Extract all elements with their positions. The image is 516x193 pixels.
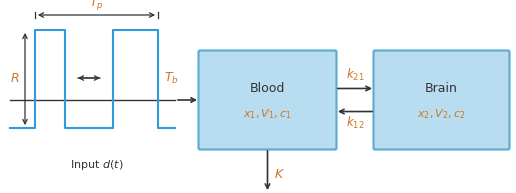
Text: $k_{12}$: $k_{12}$ (346, 114, 364, 131)
Text: $K$: $K$ (273, 168, 284, 181)
Text: $T_p$: $T_p$ (89, 0, 104, 12)
Text: Input $d(t)$: Input $d(t)$ (70, 158, 123, 172)
Text: $x_2, V_2, c_2$: $x_2, V_2, c_2$ (417, 108, 466, 121)
Text: $T_b$: $T_b$ (164, 70, 179, 85)
Text: $k_{21}$: $k_{21}$ (346, 67, 364, 84)
Text: Blood: Blood (250, 82, 285, 95)
FancyBboxPatch shape (199, 51, 336, 150)
Text: Brain: Brain (425, 82, 458, 95)
Text: $R$: $R$ (10, 73, 20, 85)
FancyBboxPatch shape (374, 51, 509, 150)
Text: $x_1, V_1, c_1$: $x_1, V_1, c_1$ (243, 108, 292, 121)
